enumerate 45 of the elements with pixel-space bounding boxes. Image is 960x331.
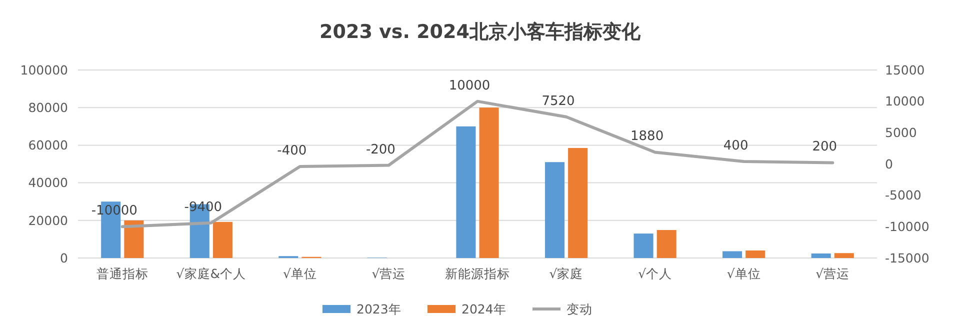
bar [634, 234, 654, 258]
data-label: 1880 [630, 129, 664, 144]
legend-label: 变动 [566, 301, 592, 316]
bar [212, 222, 232, 258]
data-label: 7520 [542, 94, 575, 109]
bar [479, 108, 499, 258]
x-tick-label: 普通指标 [96, 266, 148, 281]
x-tick-label: √家庭&个人 [176, 266, 246, 281]
bar [722, 251, 742, 258]
chart-title: 2023 vs. 2024北京小客车指标变化 [320, 21, 642, 43]
bar [124, 220, 144, 258]
y2-tick-label: -10000 [885, 219, 930, 234]
bar [834, 253, 854, 258]
x-tick-label: √单位 [282, 266, 317, 281]
bar [656, 230, 676, 258]
bar [568, 148, 588, 258]
y-tick-label: 20000 [28, 212, 68, 228]
data-label: -200 [366, 142, 396, 158]
y-tick-label: 100000 [20, 62, 68, 78]
x-tick-label: 新能源指标 [445, 266, 510, 281]
bar [544, 162, 564, 258]
data-label: 200 [812, 140, 838, 155]
bar [746, 250, 766, 258]
data-label: -400 [277, 144, 307, 159]
x-tick-label: √营运 [372, 266, 406, 281]
x-tick-label: √家庭 [549, 266, 584, 281]
y2-tick-label: -15000 [885, 250, 930, 266]
bar [456, 126, 476, 258]
legend-label: 2023年 [356, 301, 402, 316]
y2-tick-label: 10000 [885, 94, 925, 109]
y2-tick-label: -5000 [885, 188, 922, 203]
y2-tick-label: 15000 [885, 62, 925, 78]
legend-label: 2024年 [462, 301, 506, 316]
y2-tick-label: 5000 [885, 125, 917, 140]
y2-tick-label: 0 [885, 156, 893, 172]
bar [811, 253, 831, 258]
x-tick-label: √个人 [638, 266, 672, 281]
y-tick-label: 0 [60, 250, 68, 266]
y-tick-label: 80000 [28, 100, 68, 115]
x-tick-label: √单位 [726, 266, 761, 281]
y-tick-label: 60000 [28, 138, 68, 153]
data-label: 10000 [448, 78, 490, 94]
y-tick-label: 40000 [28, 175, 68, 190]
data-label: 400 [723, 138, 748, 154]
x-tick-label: √营运 [816, 266, 850, 281]
